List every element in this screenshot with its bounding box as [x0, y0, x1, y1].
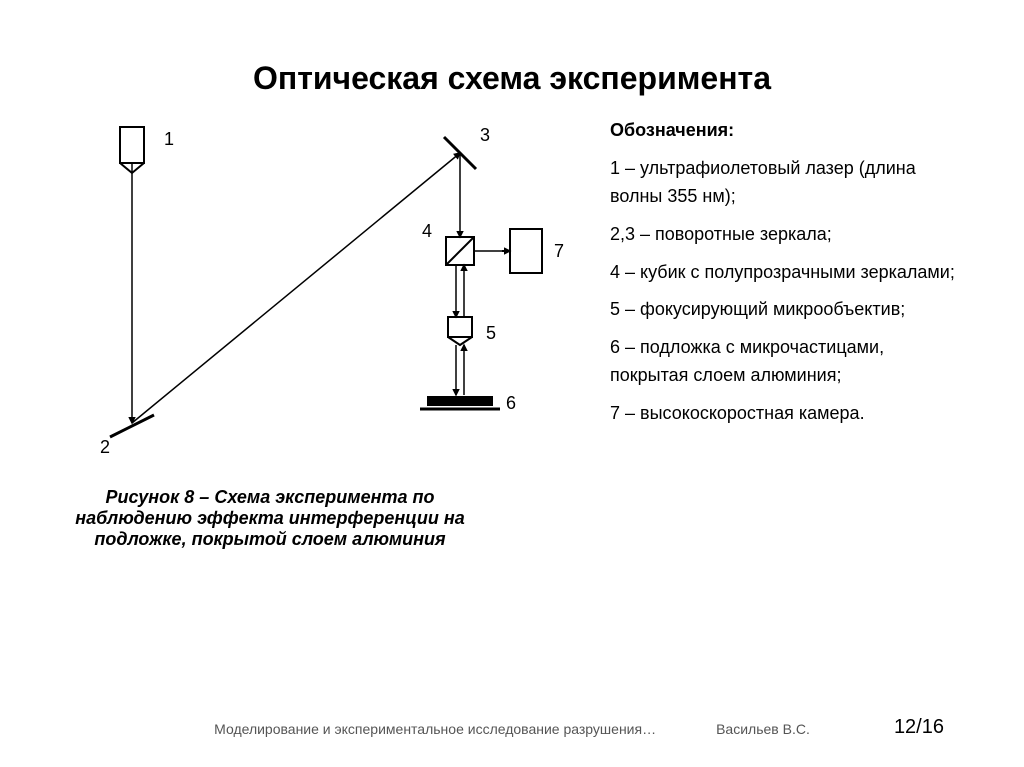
slide: Оптическая схема эксперимента [0, 0, 1024, 767]
page-title: Оптическая схема эксперимента [0, 0, 1024, 117]
page-number: 12/16 [894, 716, 944, 739]
legend-item: 1 – ультрафиолетовый лазер (длина волны … [610, 155, 964, 211]
legend-panel: Обозначения: 1 – ультрафиолетовый лазер … [580, 117, 964, 467]
legend-item: 6 – подложка с микрочастицами, покрытая … [610, 334, 964, 390]
legend-item: 5 – фокусирующий микрообъектив; [610, 296, 964, 324]
label-1: 1 [164, 129, 174, 149]
camera [510, 229, 542, 273]
label-5: 5 [486, 323, 496, 343]
substrate-plate [428, 397, 492, 405]
beam-m2-to-m3 [132, 153, 460, 423]
legend-title: Обозначения: [610, 117, 964, 145]
diagram-panel: 1 2 3 4 5 6 7 [60, 117, 580, 467]
laser-source [120, 127, 144, 163]
label-3: 3 [480, 125, 490, 145]
footer-left: Моделирование и экспериментальное исслед… [214, 721, 656, 737]
figure-caption: Рисунок 8 – Схема эксперимента по наблюд… [0, 467, 520, 550]
label-6: 6 [506, 393, 516, 413]
legend-item: 7 – высокоскоростная камера. [610, 400, 964, 428]
legend-item: 2,3 – поворотные зеркала; [610, 221, 964, 249]
microobjective [448, 317, 472, 337]
legend-item: 4 – кубик с полупрозрачными зеркалами; [610, 259, 964, 287]
footer: Моделирование и экспериментальное исслед… [0, 721, 1024, 737]
content-row: 1 2 3 4 5 6 7 Обозначения: 1 – ультрафио… [0, 117, 1024, 467]
microobjective-tip [448, 337, 472, 345]
label-7: 7 [554, 241, 564, 261]
footer-right: Васильев В.С. [716, 721, 810, 737]
optical-diagram: 1 2 3 4 5 6 7 [60, 117, 580, 467]
label-4: 4 [422, 221, 432, 241]
label-2: 2 [100, 437, 110, 457]
